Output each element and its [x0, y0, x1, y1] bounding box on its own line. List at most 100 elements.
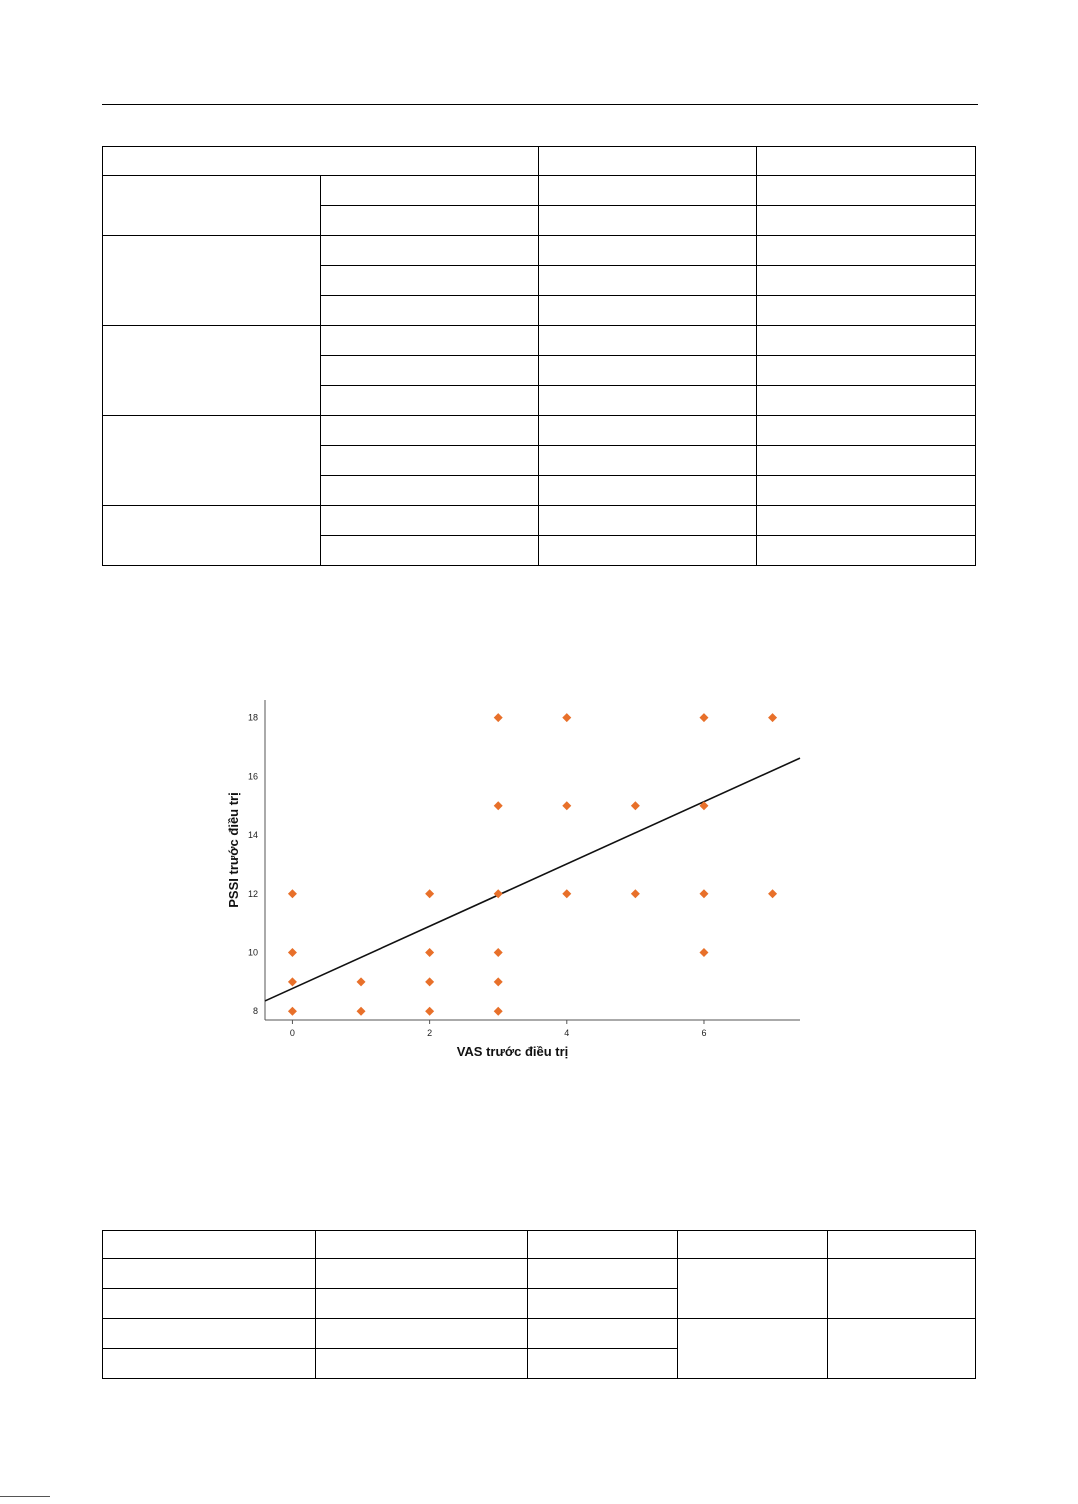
scatter-point — [630, 801, 640, 811]
table-cell — [315, 1258, 528, 1289]
table-cell — [102, 235, 321, 326]
table-row — [102, 415, 976, 506]
table-cell — [756, 445, 976, 476]
table-cell — [320, 535, 539, 566]
table-cell — [538, 175, 757, 206]
scatter-point — [425, 977, 435, 987]
table-cell — [827, 1258, 976, 1319]
table-cell — [538, 385, 757, 416]
table-cell — [538, 265, 757, 296]
table-cell — [320, 385, 539, 416]
y-tick-label: 8 — [253, 1006, 258, 1016]
scatter-chart: 0 2 4 6 8 10 12 14 16 18 VAS trước điều trị PSSI … — [200, 680, 820, 1080]
y-tick-label: 10 — [248, 947, 258, 957]
table-cell — [102, 146, 539, 176]
table-cell — [320, 265, 539, 296]
scatter-point — [493, 713, 503, 723]
table-cell — [102, 415, 321, 506]
table-cell — [538, 205, 757, 236]
scatter-point — [287, 947, 297, 957]
y-tick-label: 14 — [248, 830, 258, 840]
table-cell — [756, 235, 976, 266]
table-cell — [538, 325, 757, 356]
table-cell — [677, 1258, 828, 1319]
scatter-point — [699, 713, 709, 723]
page-header-rule — [102, 104, 978, 105]
table-cell — [102, 1258, 316, 1289]
table-cell — [102, 1318, 316, 1349]
scatter-point — [356, 977, 366, 987]
table-cell — [538, 535, 757, 566]
scatter-point — [287, 977, 297, 987]
table-2 — [102, 1230, 976, 1379]
scatter-point — [630, 889, 640, 899]
table-cell — [538, 355, 757, 386]
scatter-point — [562, 713, 572, 723]
table-cell — [538, 415, 757, 446]
table-row — [102, 325, 976, 416]
table-cell — [756, 535, 976, 566]
page-edge-mark — [0, 1496, 50, 1497]
scatter-point — [699, 889, 709, 899]
table-cell — [527, 1288, 678, 1319]
scatter-point — [287, 1006, 297, 1016]
table-cell — [320, 475, 539, 506]
scatter-point — [493, 889, 503, 899]
y-axis-title: PSSI trước điều trị — [226, 792, 241, 907]
table-cell — [756, 325, 976, 356]
table-cell — [756, 295, 976, 326]
table-row — [102, 505, 976, 566]
scatter-point — [562, 801, 572, 811]
table-row — [102, 1230, 976, 1259]
table-cell — [102, 1288, 316, 1319]
table-cell — [538, 146, 757, 176]
table-row — [102, 235, 976, 326]
table-cell — [756, 205, 976, 236]
fit-line — [264, 757, 801, 1002]
scatter-point — [493, 977, 503, 987]
x-tick-label: 0 — [290, 1028, 295, 1038]
table-cell — [320, 415, 539, 446]
table-row — [103, 295, 976, 326]
x-axis-title: VAS trước điều trị — [457, 1044, 569, 1059]
table-cell — [756, 355, 976, 386]
table-cell — [756, 265, 976, 296]
table-row — [102, 175, 976, 236]
scatter-point — [493, 1006, 503, 1016]
table-cell — [320, 175, 539, 206]
scatter-point — [425, 947, 435, 957]
table-cell — [320, 205, 539, 236]
table-cell — [677, 1230, 828, 1259]
table-cell — [320, 325, 539, 356]
table-cell — [320, 505, 539, 536]
table-cell — [527, 1230, 678, 1259]
table-row — [103, 385, 976, 416]
scatter-point — [287, 889, 297, 899]
table-cell — [315, 1230, 528, 1259]
table-row — [102, 1258, 976, 1319]
table-row — [102, 1288, 976, 1319]
table-cell — [315, 1348, 528, 1379]
table-cell — [315, 1318, 528, 1349]
table-cell — [538, 295, 757, 326]
table-cell — [827, 1318, 976, 1379]
scatter-point — [562, 889, 572, 899]
table-cell — [527, 1318, 678, 1349]
table-row — [103, 355, 976, 386]
scatter-point — [699, 947, 709, 957]
table-cell — [320, 295, 539, 326]
table-cell — [756, 175, 976, 206]
table-cell — [756, 475, 976, 506]
table-cell — [320, 445, 539, 476]
table-cell — [527, 1348, 678, 1379]
table-1 — [102, 146, 976, 566]
scatter-point — [356, 1006, 366, 1016]
x-tick-label: 4 — [564, 1028, 569, 1038]
table-cell — [677, 1318, 828, 1379]
table-cell — [756, 146, 976, 176]
table-row — [102, 1318, 976, 1379]
table-cell — [102, 1348, 316, 1379]
table-cell — [102, 505, 321, 566]
x-tick-label: 6 — [701, 1028, 706, 1038]
x-tick-label: 2 — [427, 1028, 432, 1038]
